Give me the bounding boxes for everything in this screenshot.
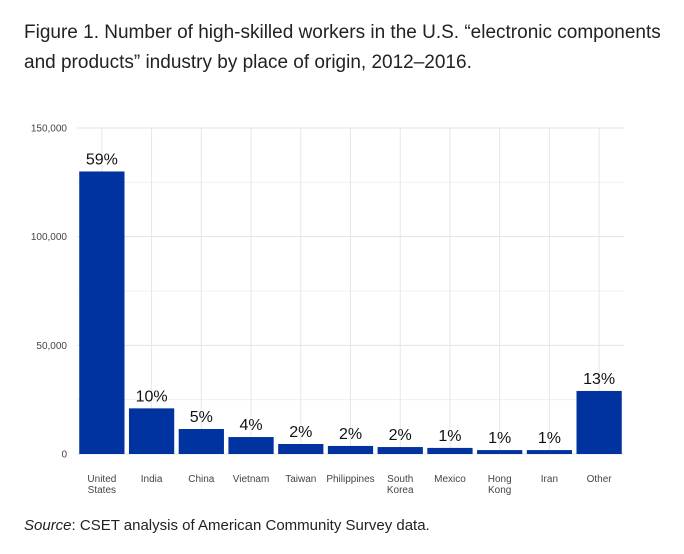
x-tick-label: Mexico [434,474,466,485]
share-label: 10% [136,388,168,405]
bar [228,437,274,454]
share-label: 2% [289,424,312,441]
share-label: 1% [488,430,511,447]
bar [79,171,125,454]
y-tick-label: 0 [61,450,67,461]
x-tick-label: Other [587,474,613,485]
share-label: 13% [583,371,615,388]
source-text: : CSET analysis of American Community Su… [71,517,430,534]
x-tick-label: India [141,474,163,485]
x-tick-label: South Korea [387,474,414,496]
x-tick-label: Iran [541,474,558,485]
x-tick-label: Taiwan [285,474,316,485]
share-label: 2% [339,426,362,443]
bar [576,390,622,454]
share-label: 5% [190,409,213,426]
source-label: Source [24,517,72,534]
share-label: 59% [86,151,118,168]
share-label: 4% [239,417,262,434]
bar [427,447,473,454]
x-tick-label: Hong Kong [488,474,512,496]
chart-title: Figure 1. Number of high-skilled workers… [24,22,661,73]
share-label: 1% [438,428,461,445]
bar [327,445,374,454]
x-tick-label: United States [87,474,116,496]
bar [278,444,324,454]
y-tick-label: 50,000 [36,341,67,352]
share-label: 1% [538,430,561,447]
bar [128,408,175,454]
share-label: 2% [389,427,412,444]
bar [477,450,523,454]
y-tick-label: 100,000 [31,232,68,243]
y-tick-label: 150,000 [31,124,68,135]
x-tick-label: China [188,474,215,485]
source-note: Source: CSET analysis of American Commun… [24,517,430,534]
x-tick-label: Vietnam [233,474,270,485]
bar [377,447,423,454]
bar [526,450,573,454]
bar [178,429,224,454]
x-tick-label: Philippines [326,474,374,485]
